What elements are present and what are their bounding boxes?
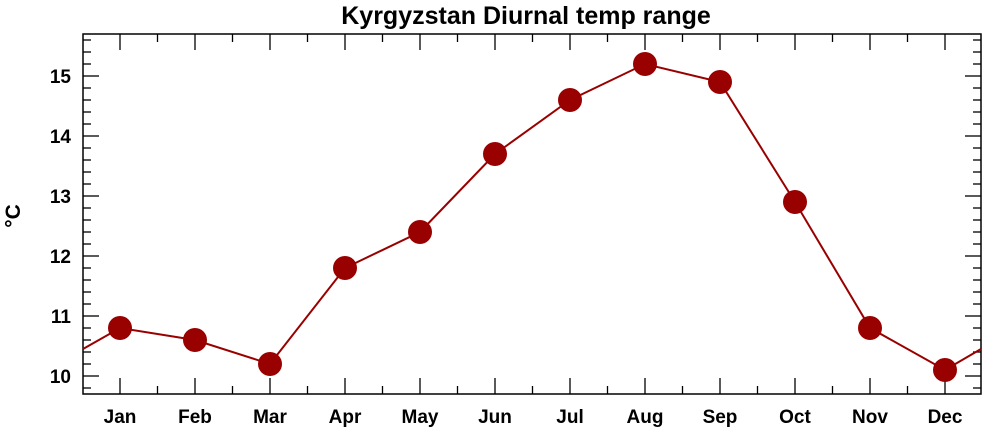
data-point xyxy=(708,70,732,94)
x-tick-label: Jun xyxy=(478,407,512,428)
y-tick-label: 11 xyxy=(51,307,72,328)
data-point xyxy=(108,316,132,340)
y-tick-label: 12 xyxy=(50,247,71,268)
data-point xyxy=(933,358,957,382)
y-tick-label: 13 xyxy=(50,187,71,208)
y-axis-label: °C xyxy=(2,204,25,228)
data-point xyxy=(183,328,207,352)
axis-ticks xyxy=(83,34,981,394)
x-tick-labels: Jan Feb Mar Apr May Jun Jul Aug Sep Oct Nov Dec xyxy=(104,407,963,428)
x-tick-label: Dec xyxy=(928,407,963,428)
y-tick-label: 10 xyxy=(50,367,71,388)
data-point xyxy=(483,142,507,166)
x-tick-label: Oct xyxy=(779,407,811,428)
y-tick-label: 14 xyxy=(50,127,72,148)
data-point xyxy=(258,352,282,376)
x-tick-label: Nov xyxy=(852,407,888,428)
data-point xyxy=(633,52,657,76)
series-temperature-range xyxy=(82,52,982,382)
y-tick-label: 15 xyxy=(50,67,72,88)
x-tick-label: Mar xyxy=(253,407,287,428)
x-tick-label: Jul xyxy=(556,407,583,428)
x-tick-label: Aug xyxy=(627,407,664,428)
data-point xyxy=(558,88,582,112)
x-tick-label: Jan xyxy=(104,407,137,428)
chart-title: Kyrgyzstan Diurnal temp range xyxy=(341,2,711,30)
data-point xyxy=(858,316,882,340)
series-line xyxy=(82,62,982,372)
data-point xyxy=(783,190,807,214)
x-tick-label: May xyxy=(402,407,439,428)
y-tick-labels: 10 11 12 13 14 15 xyxy=(50,67,72,388)
data-point xyxy=(333,256,357,280)
x-tick-label: Feb xyxy=(178,407,212,428)
x-tick-label: Sep xyxy=(703,407,738,428)
x-tick-label: Apr xyxy=(329,407,362,428)
data-point xyxy=(408,220,432,244)
plot-frame xyxy=(82,33,982,395)
